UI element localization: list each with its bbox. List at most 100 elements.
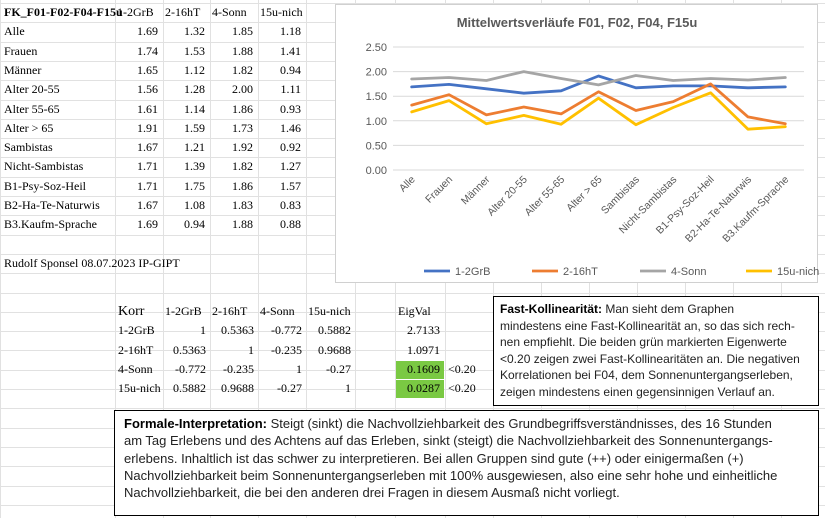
interp-box-line: am Tag Erlebens und des Achtens auf das … [124, 433, 773, 449]
corr-value: -0.772 [271, 323, 302, 338]
legend-label: 4-Sonn [671, 266, 706, 278]
corr-value: 1 [296, 361, 302, 376]
table-value: 1.82 [232, 159, 253, 174]
table-row-label: Männer [4, 62, 42, 77]
fast-box-line: Man sieht dem Graphen [602, 302, 735, 316]
author-line: Rudolf Sponsel 08.07.2023 IP-GIPT [4, 255, 180, 270]
table-value: 1.39 [184, 159, 205, 174]
chart-canvas: Mittelwertsverläufe F01, F02, F04, F15u 0… [366, 15, 819, 278]
table-value: 1.74 [137, 43, 158, 58]
corr-value: 1 [200, 323, 206, 338]
table-value: 1.71 [137, 159, 158, 174]
corr-value: 0.5363 [173, 342, 206, 357]
table-row-label: B2-Ha-Te-Naturwis [4, 198, 100, 212]
y-tick-label: 0.50 [366, 140, 387, 152]
y-tick-label: 2.50 [366, 42, 387, 54]
corr-value: 0.5363 [221, 323, 254, 338]
corr-header: 1-2GrB [165, 304, 202, 318]
interp-box-line: erlebens. Inhaltlich ist das schwer zu i… [124, 450, 744, 466]
x-tick-label: Alter 55-65 [522, 174, 567, 219]
y-tick-label: 1.00 [366, 116, 387, 128]
fast-box-title: Fast-Kollinearität: [500, 302, 603, 316]
corr-value: -0.235 [223, 361, 254, 376]
table-value: 1.86 [232, 178, 253, 193]
table-row-label: Alter > 65 [4, 120, 54, 135]
table-value: 0.93 [280, 101, 301, 116]
table-value: 0.92 [280, 140, 301, 155]
table-value: 0.83 [280, 198, 301, 212]
table-row-label: Alter 20-55 [4, 82, 60, 97]
eigval-value: 2.7133 [407, 323, 440, 338]
x-tick-label: Männer [459, 173, 493, 207]
table-row-label: Alle [4, 24, 25, 39]
fast-box-line: Korrelationen bei F04, dem Sonnenunterga… [500, 368, 793, 383]
table-value: 1.86 [232, 101, 253, 116]
table-value: 1.57 [280, 178, 301, 193]
table-value: 1.18 [280, 24, 301, 39]
table-header: 2-16hT [165, 5, 201, 19]
series-line-1-2GrB [410, 74, 787, 95]
series-line-2-16hT [410, 82, 787, 126]
table-header: 15u-nich [260, 5, 303, 19]
table-value: 1.82 [232, 62, 253, 77]
table-row-label: Nicht-Sambistas [4, 159, 84, 174]
corr-value: -0.27 [326, 361, 351, 376]
corr-value: 0.9688 [221, 381, 254, 396]
table-value: 1.56 [137, 82, 158, 97]
y-tick-label: 1.50 [366, 91, 387, 103]
table-value: 1.21 [184, 140, 205, 155]
corr-row-label: 15u-nich [118, 381, 161, 396]
corr-value: -0.235 [271, 342, 302, 357]
fast-box-line: zeigen mindestens einen gegensinnigen Ve… [500, 384, 775, 399]
y-tick-label: 0.00 [366, 165, 387, 177]
table-row-label: B1-Psy-Soz-Heil [4, 178, 86, 193]
table-title: FK_F01-F02-F04-F15u [4, 5, 123, 19]
table-value: 1.69 [137, 217, 158, 232]
corr-row-label: 1-2GrB [118, 323, 155, 338]
corr-header: 2-16hT [212, 304, 248, 318]
eigval-highlight [396, 380, 444, 399]
table-value: 1.69 [137, 24, 158, 39]
table-header: 1-2GrB [117, 5, 154, 19]
table-value: 1.88 [232, 43, 253, 58]
interp-box-line: Nachvollziehbarkeit beim Sonnenuntergang… [124, 467, 778, 483]
chart-title: Mittelwertsverläufe F01, F02, F04, F15u [457, 15, 698, 30]
corr-value: 1 [248, 342, 254, 357]
x-tick-label: B3.Kaufm-Sprache [720, 174, 791, 245]
table-value: 1.12 [184, 62, 205, 77]
table-value: 1.85 [232, 24, 253, 39]
corr-value: -0.27 [277, 381, 302, 396]
table-value: 1.28 [184, 82, 205, 97]
table-value: 1.08 [184, 198, 205, 212]
x-tick-label: Frauen [423, 174, 455, 206]
table-row-label: B3.Kaufm-Sprache [4, 217, 97, 232]
table-value: 1.91 [137, 120, 158, 135]
table-value: 1.67 [137, 198, 158, 212]
interp-box-title: Formale-Interpretation: [124, 416, 268, 431]
corr-value: 1 [345, 381, 351, 396]
corr-row-label: 4-Sonn [118, 361, 153, 376]
legend-label: 2-16hT [563, 266, 598, 278]
table-value: 1.75 [184, 178, 205, 193]
legend-label: 15u-nich [777, 266, 819, 278]
series-line-15u-nich [410, 91, 787, 131]
table-value: 1.83 [232, 198, 253, 212]
corr-row-label: 2-16hT [118, 342, 154, 357]
table-value: 2.00 [232, 82, 253, 97]
table-value: 1.14 [184, 101, 205, 116]
x-tick-label: Alle [397, 174, 418, 195]
eigval-note: <0.20 [448, 361, 476, 376]
eigval-value: 1.0971 [407, 342, 440, 357]
series-line-4-Sonn [410, 70, 787, 87]
table-value: 0.94 [184, 217, 205, 232]
corr-header: 15u-nich [308, 304, 351, 318]
eigval-highlight [396, 360, 444, 379]
corr-value: 0.5882 [173, 381, 206, 396]
line-chart: Mittelwertsverläufe F01, F02, F04, F15u 0… [335, 4, 819, 283]
table-value: 0.88 [280, 217, 301, 232]
table-value: 1.46 [280, 120, 301, 135]
table-value: 1.61 [137, 101, 158, 116]
table-value: 1.65 [137, 62, 158, 77]
table-value: 0.94 [280, 62, 301, 77]
corr-corner: Korr [118, 304, 145, 319]
